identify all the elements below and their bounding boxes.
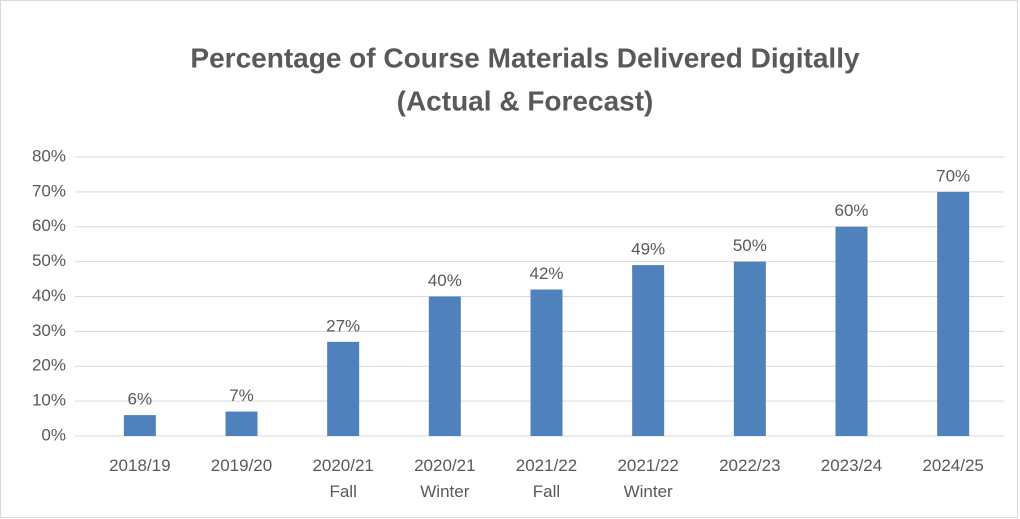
data-label: 40%: [428, 271, 462, 290]
x-tick-label: 2020/21 Winter: [414, 456, 475, 501]
y-tick-label: 80%: [32, 146, 66, 165]
y-tick-label: 40%: [32, 286, 66, 305]
x-tick-label: 2018/19: [109, 456, 170, 475]
x-tick-label: 2022/23: [719, 456, 780, 475]
chart-title: Percentage of Course Materials Delivered…: [190, 42, 860, 73]
data-label: 60%: [834, 201, 868, 220]
x-tick-label: 2020/21 Fall: [312, 456, 373, 501]
data-label: 50%: [733, 236, 767, 255]
bar: [835, 226, 868, 436]
y-tick-label: 50%: [32, 251, 66, 270]
bar: [225, 411, 258, 436]
chart-title: (Actual & Forecast): [397, 85, 654, 116]
data-label: 7%: [229, 386, 254, 405]
y-tick-label: 30%: [32, 321, 66, 340]
y-tick-label: 0%: [41, 425, 66, 444]
y-tick-label: 60%: [32, 216, 66, 235]
data-label: 27%: [326, 316, 360, 335]
y-tick-label: 10%: [32, 391, 66, 410]
data-label: 49%: [631, 240, 665, 259]
y-tick-label: 70%: [32, 181, 66, 200]
bar: [123, 415, 156, 436]
bar: [632, 265, 665, 436]
x-tick-label: 2019/20: [211, 456, 272, 475]
x-tick-label: 2021/22 Fall: [516, 456, 577, 501]
x-tick-label: 2021/22 Winter: [617, 456, 678, 501]
x-tick-label: 2023/24: [821, 456, 882, 475]
x-tick-label: 2024/25: [922, 456, 983, 475]
y-tick-label: 20%: [32, 356, 66, 375]
bar: [937, 191, 970, 436]
bar: [733, 261, 766, 436]
bar: [428, 296, 461, 436]
data-label: 70%: [936, 166, 970, 185]
data-label: 42%: [529, 264, 563, 283]
data-label: 6%: [128, 390, 153, 409]
bar: [327, 341, 360, 436]
bar: [530, 289, 563, 436]
